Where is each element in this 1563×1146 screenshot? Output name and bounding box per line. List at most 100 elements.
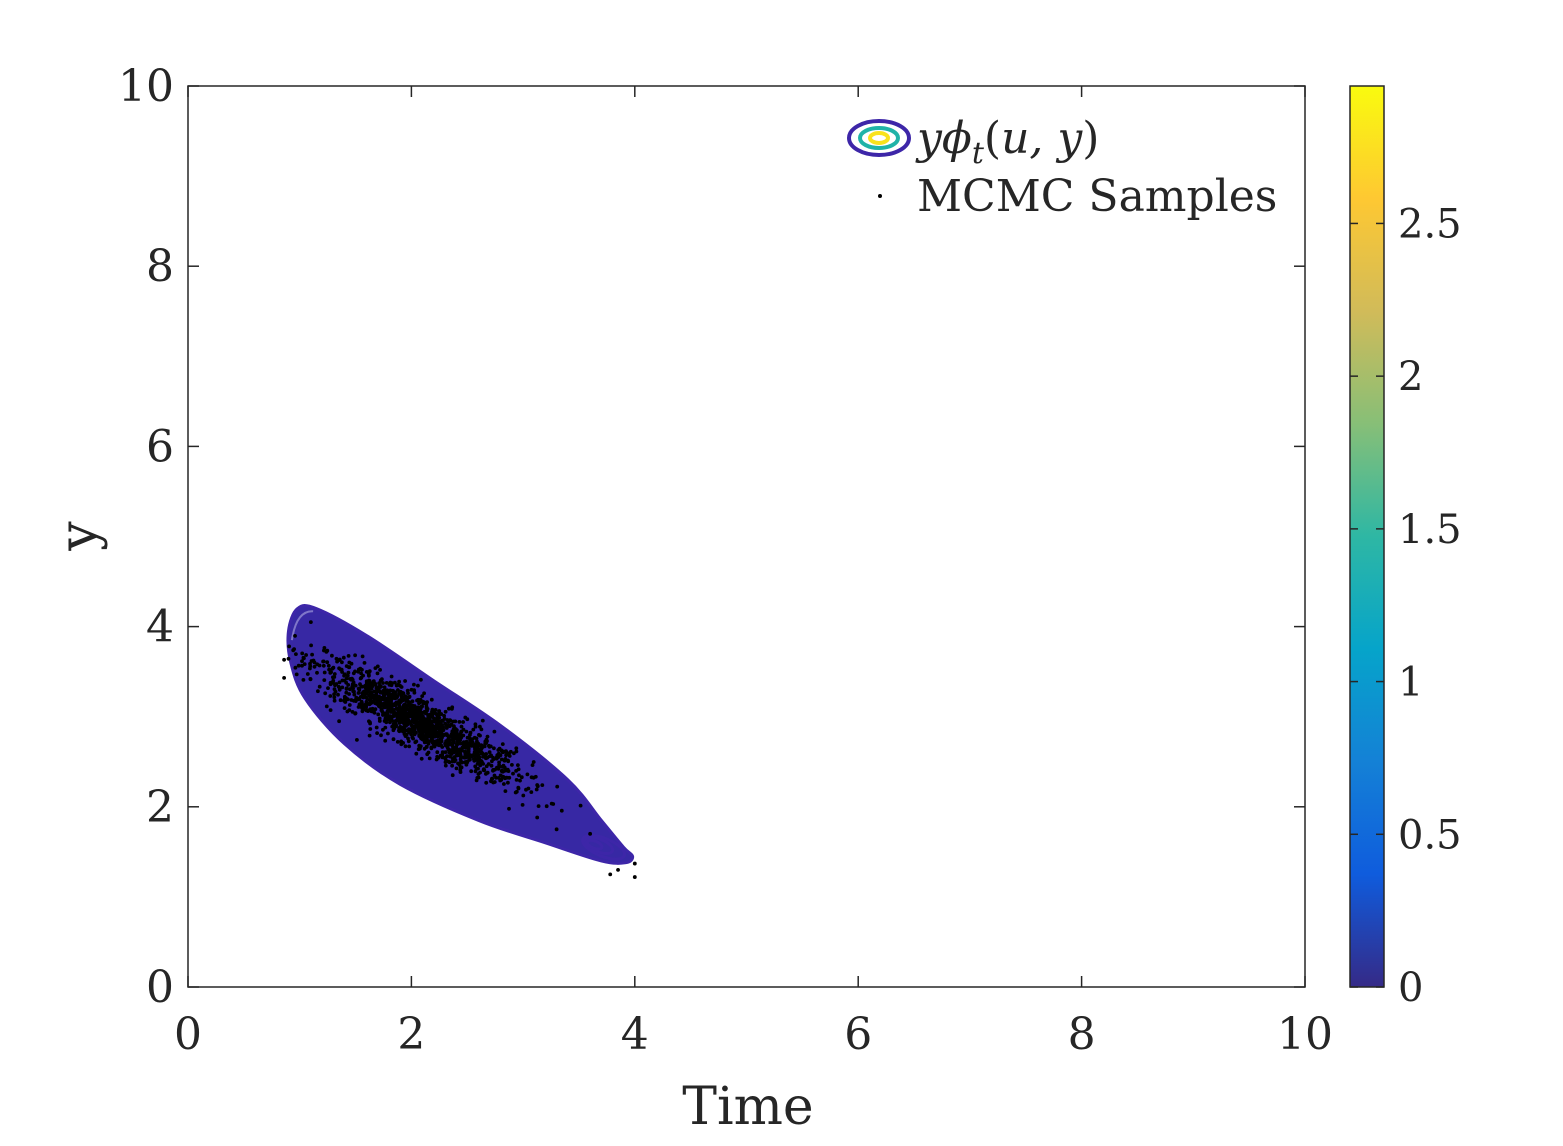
- sample-point: [367, 693, 371, 698]
- sample-point: [445, 723, 450, 727]
- sample-point: [328, 694, 333, 698]
- sample-point: [324, 704, 329, 709]
- sample-point: [417, 746, 422, 751]
- sample-point: [491, 768, 495, 773]
- sample-point: [484, 772, 488, 776]
- sample-point: [345, 697, 350, 702]
- sample-point: [305, 672, 310, 676]
- sample-point: [328, 680, 333, 685]
- sample-point: [430, 723, 435, 728]
- sample-point: [429, 736, 434, 741]
- sample-point: [391, 737, 396, 742]
- sample-point: [478, 759, 483, 763]
- sample-point: [530, 763, 535, 767]
- sample-point: [447, 748, 452, 752]
- sample-point: [367, 690, 372, 694]
- sample-point: [373, 707, 378, 712]
- sample-point: [407, 744, 412, 749]
- sample-point: [453, 758, 458, 762]
- sample-point: [367, 719, 371, 724]
- sample-point: [309, 643, 313, 648]
- sample-point: [389, 710, 393, 714]
- sample-point: [359, 684, 364, 689]
- sample-point: [412, 725, 417, 729]
- sample-point: [526, 786, 531, 791]
- sample-point: [330, 653, 334, 658]
- sample-point: [379, 733, 383, 738]
- colorbar-tick-label: 2: [1398, 354, 1423, 400]
- sample-point: [466, 749, 471, 754]
- sample-point: [514, 769, 518, 773]
- sample-point: [348, 687, 352, 692]
- sample-point: [389, 674, 394, 679]
- sample-point: [417, 701, 421, 706]
- sample-point: [359, 699, 364, 704]
- sample-point: [475, 746, 480, 751]
- sample-point: [432, 719, 436, 723]
- sample-point: [395, 740, 400, 744]
- sample-point: [381, 713, 385, 717]
- sample-point: [296, 663, 301, 668]
- contour-tail-loop: [585, 838, 604, 851]
- sample-point: [516, 763, 520, 767]
- sample-point: [365, 696, 369, 701]
- sample-point: [534, 787, 539, 792]
- sample-point: [531, 775, 536, 780]
- sample-point: [412, 717, 417, 722]
- sample-point: [485, 734, 490, 739]
- plot-area: [188, 86, 1305, 987]
- sample-point: [448, 718, 453, 723]
- sample-point: [404, 699, 408, 703]
- colorbar-tick-label: 0: [1398, 965, 1423, 1011]
- sample-point: [374, 725, 379, 730]
- sample-point: [347, 692, 351, 696]
- sample-point: [456, 753, 461, 758]
- sample-point: [346, 654, 351, 658]
- sample-point: [479, 750, 484, 755]
- sample-point: [443, 763, 448, 768]
- sample-point: [429, 697, 434, 702]
- sample-point: [434, 723, 438, 728]
- sample-point: [286, 656, 291, 661]
- sample-point: [419, 732, 424, 737]
- sample-point: [454, 766, 459, 771]
- sample-point: [514, 778, 519, 782]
- sample-point: [301, 655, 306, 660]
- sample-point: [397, 729, 402, 734]
- sample-point: [380, 703, 384, 708]
- sample-point: [375, 664, 380, 669]
- colorbar-tick-label: 1.5: [1398, 507, 1462, 553]
- sample-point: [492, 780, 497, 784]
- sample-point: [358, 676, 363, 681]
- x-tick-label: 4: [621, 1009, 649, 1060]
- sample-point: [317, 663, 322, 668]
- sample-point: [362, 661, 367, 665]
- sample-point: [476, 766, 480, 771]
- colorbar-tick-label: 0.5: [1398, 812, 1462, 858]
- sample-point: [404, 732, 409, 737]
- x-axis-title: Time: [682, 1077, 813, 1137]
- sample-point: [451, 738, 456, 742]
- sample-point: [342, 706, 347, 710]
- sample-point: [350, 676, 354, 681]
- sample-point: [559, 808, 564, 813]
- sample-point: [468, 757, 472, 762]
- sample-point: [357, 702, 362, 707]
- sample-point: [367, 733, 372, 738]
- sample-point: [344, 687, 349, 691]
- sample-point: [407, 730, 411, 735]
- sample-point: [425, 707, 430, 711]
- sample-point: [410, 735, 415, 740]
- sample-point: [458, 770, 463, 774]
- sample-point: [302, 662, 307, 666]
- sample-point: [496, 751, 501, 756]
- legend-label-contour: yϕt(u, y): [915, 113, 1099, 171]
- sample-point: [463, 755, 468, 760]
- sample-point: [481, 762, 485, 766]
- sample-point: [419, 756, 424, 761]
- sample-point: [430, 707, 435, 712]
- sample-point: [503, 768, 508, 773]
- sample-point: [468, 737, 473, 741]
- sample-point: [500, 774, 505, 779]
- sample-point: [484, 764, 489, 769]
